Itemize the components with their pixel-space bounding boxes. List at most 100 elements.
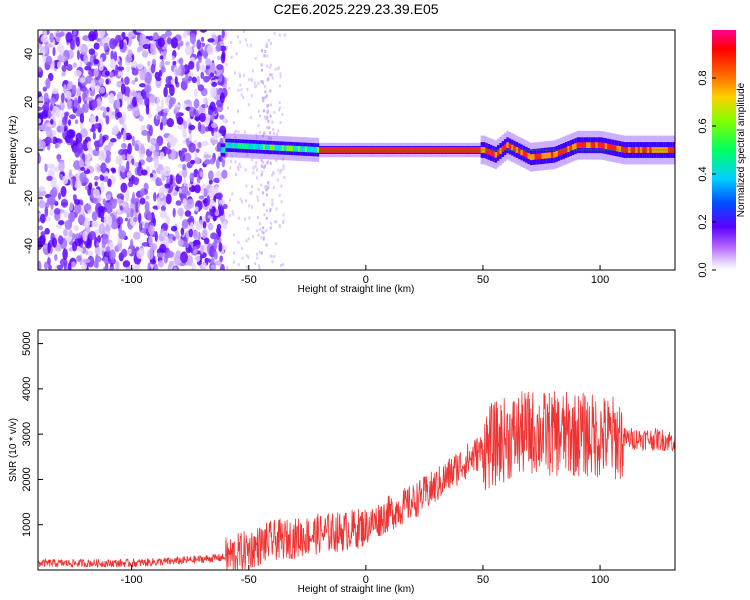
noise-cell	[51, 237, 58, 248]
noise-cell	[87, 255, 95, 268]
speckle	[225, 120, 228, 124]
noise-cell	[138, 222, 143, 231]
noise-cell	[136, 249, 144, 260]
noise-cell	[170, 225, 178, 232]
noise-cell	[131, 135, 135, 147]
noise-cell	[213, 177, 220, 183]
noise-cell	[132, 191, 136, 204]
noise-cell	[199, 64, 207, 72]
speckle	[264, 49, 267, 53]
colorbar: 0.0 0.2 0.4 0.6 0.8 Normalized spectral ampl…	[697, 30, 747, 278]
x-tick-label: 100	[591, 574, 609, 586]
noise-cell	[74, 119, 79, 124]
speckle	[275, 159, 278, 163]
noise-cell	[79, 247, 84, 253]
speckle	[279, 121, 282, 125]
noise-cell	[88, 30, 96, 42]
ridge-core	[237, 142, 240, 149]
speckle	[260, 251, 263, 255]
noise-cell	[124, 95, 129, 102]
noise-cell	[152, 217, 156, 227]
speckle	[266, 111, 269, 115]
noise-cell	[98, 208, 105, 219]
speckle	[248, 216, 251, 220]
noise-cell	[93, 68, 99, 78]
x-tick-label: -50	[241, 574, 257, 586]
ridge-core	[314, 146, 317, 153]
x-tick-label: -100	[121, 574, 143, 586]
speckle	[269, 221, 272, 225]
speckle	[262, 231, 265, 235]
speckle	[237, 130, 240, 134]
speckle	[269, 41, 272, 45]
noise-cell	[194, 184, 201, 194]
noise-cell	[94, 123, 100, 129]
noise-cell	[188, 132, 193, 142]
speckle	[260, 68, 263, 72]
speckle	[228, 87, 231, 91]
speckle	[278, 108, 281, 112]
noise-cell	[90, 99, 98, 109]
noise-cell	[99, 57, 103, 68]
speckle	[240, 88, 243, 92]
noise-cell	[136, 93, 140, 103]
noise-cell	[208, 258, 212, 264]
speckle	[250, 158, 253, 162]
speckle	[265, 216, 268, 220]
ridge-core	[618, 146, 622, 152]
speckle	[261, 170, 264, 174]
noise-cell	[53, 166, 60, 173]
speckle	[275, 242, 278, 246]
speckle	[233, 251, 236, 255]
noise-cell	[188, 75, 193, 82]
speckle	[262, 99, 265, 103]
noise-cell	[200, 71, 205, 80]
speckle	[268, 126, 271, 130]
y-tick-label: 4000	[21, 377, 33, 401]
noise-cell	[202, 229, 208, 239]
noise-cell	[173, 255, 181, 267]
speckle	[243, 217, 246, 221]
noise-cell	[218, 75, 223, 83]
noise-cell	[159, 55, 164, 60]
speckle	[281, 263, 284, 267]
noise-cell	[103, 42, 109, 51]
noise-cell	[59, 100, 65, 112]
noise-cell	[110, 50, 115, 61]
noise-cell	[165, 76, 172, 85]
noise-cell	[60, 123, 65, 134]
spectrogram-y-label: Frequency (Hz)	[8, 116, 19, 185]
noise-cell	[49, 32, 54, 43]
noise-cell	[163, 86, 168, 98]
noise-cell	[106, 206, 112, 215]
speckle	[238, 72, 241, 76]
speckle	[253, 85, 256, 89]
noise-cell	[177, 124, 185, 130]
noise-cell	[127, 181, 134, 188]
speckle	[267, 181, 270, 185]
noise-cell	[73, 160, 82, 170]
noise-cell	[127, 248, 132, 255]
noise-cell	[109, 58, 116, 69]
noise-cell	[211, 34, 219, 46]
speckle	[249, 116, 252, 120]
noise-cell	[92, 197, 99, 204]
speckle	[273, 220, 276, 224]
noise-cell	[71, 84, 77, 95]
noise-cell	[219, 255, 223, 262]
noise-cell	[61, 65, 67, 72]
noise-cell	[63, 210, 69, 218]
noise-cell	[158, 187, 165, 199]
noise-cell	[54, 143, 59, 149]
noise-cell	[116, 98, 120, 110]
noise-cell	[172, 60, 177, 66]
speckle	[269, 114, 272, 118]
noise-cell	[119, 39, 124, 50]
snr-panel: -100 -50 0 50 100 1000 2000 3000 4000 5000 Heigh…	[8, 329, 676, 595]
speckle	[263, 131, 266, 135]
noise-cell	[189, 33, 197, 45]
ridge-core	[506, 142, 509, 149]
noise-cell	[183, 120, 188, 130]
chart-title: C2E6.2025.229.23.39.E05	[273, 1, 438, 17]
noise-cell	[215, 192, 223, 200]
